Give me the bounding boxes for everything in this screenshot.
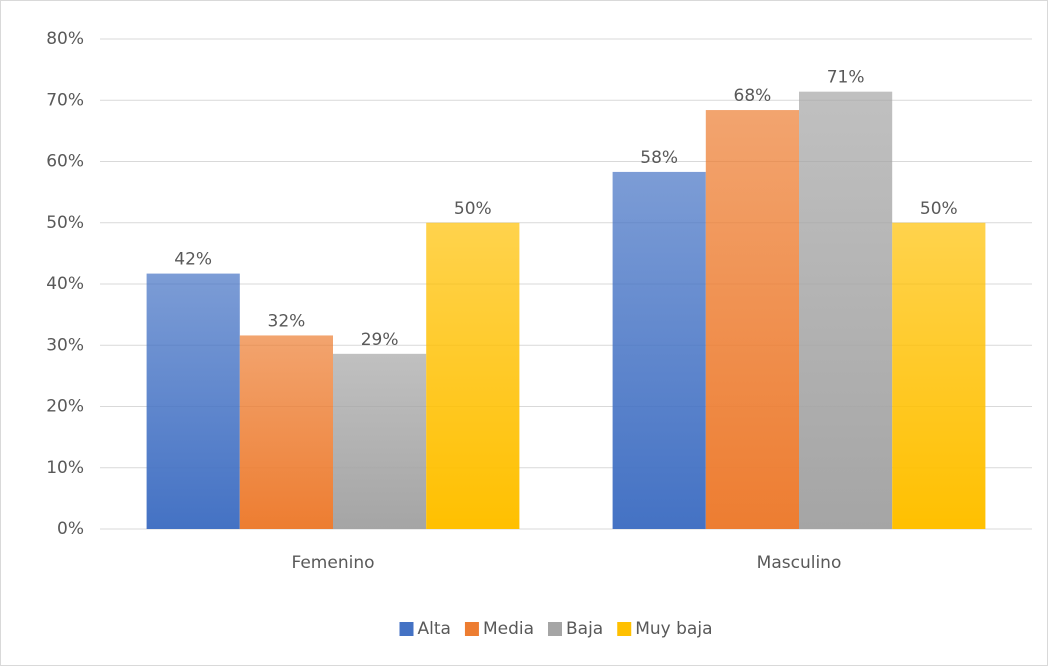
x-tick-label: Femenino <box>292 553 375 573</box>
legend-label: Media <box>483 619 534 639</box>
value-label: 42% <box>174 250 212 270</box>
value-label: 50% <box>454 199 492 219</box>
bar <box>705 110 799 530</box>
bar <box>146 273 240 529</box>
value-label: 58% <box>640 148 678 168</box>
bar <box>333 353 427 529</box>
bar <box>799 91 893 530</box>
legend-label: Baja <box>566 619 603 639</box>
y-tick-label: 30% <box>46 335 84 355</box>
y-tick-label: 50% <box>46 213 84 233</box>
y-tick-label: 20% <box>46 397 84 417</box>
bar <box>612 171 706 529</box>
y-tick-label: 60% <box>46 152 84 172</box>
legend-swatch <box>617 622 632 636</box>
y-tick-label: 0% <box>57 519 84 539</box>
legend-swatch <box>399 622 414 636</box>
value-label: 32% <box>268 311 306 331</box>
y-tick-label: 10% <box>46 458 84 478</box>
bar <box>426 222 520 529</box>
value-label: 29% <box>361 330 399 350</box>
legend-label: Alta <box>418 619 451 639</box>
legend-swatch <box>548 622 562 636</box>
value-label: 71% <box>827 68 865 88</box>
x-tick-label: Masculino <box>757 553 842 573</box>
value-label: 68% <box>734 86 772 106</box>
y-tick-label: 80% <box>46 29 84 49</box>
y-tick-label: 70% <box>46 90 84 110</box>
bar <box>892 222 986 529</box>
legend-swatch <box>464 622 479 636</box>
bar <box>239 335 333 529</box>
y-tick-label: 40% <box>46 274 84 294</box>
legend-label: Muy baja <box>635 619 712 639</box>
value-label: 50% <box>920 199 958 219</box>
legend: Alta Media Baja Muy baja <box>399 619 713 639</box>
